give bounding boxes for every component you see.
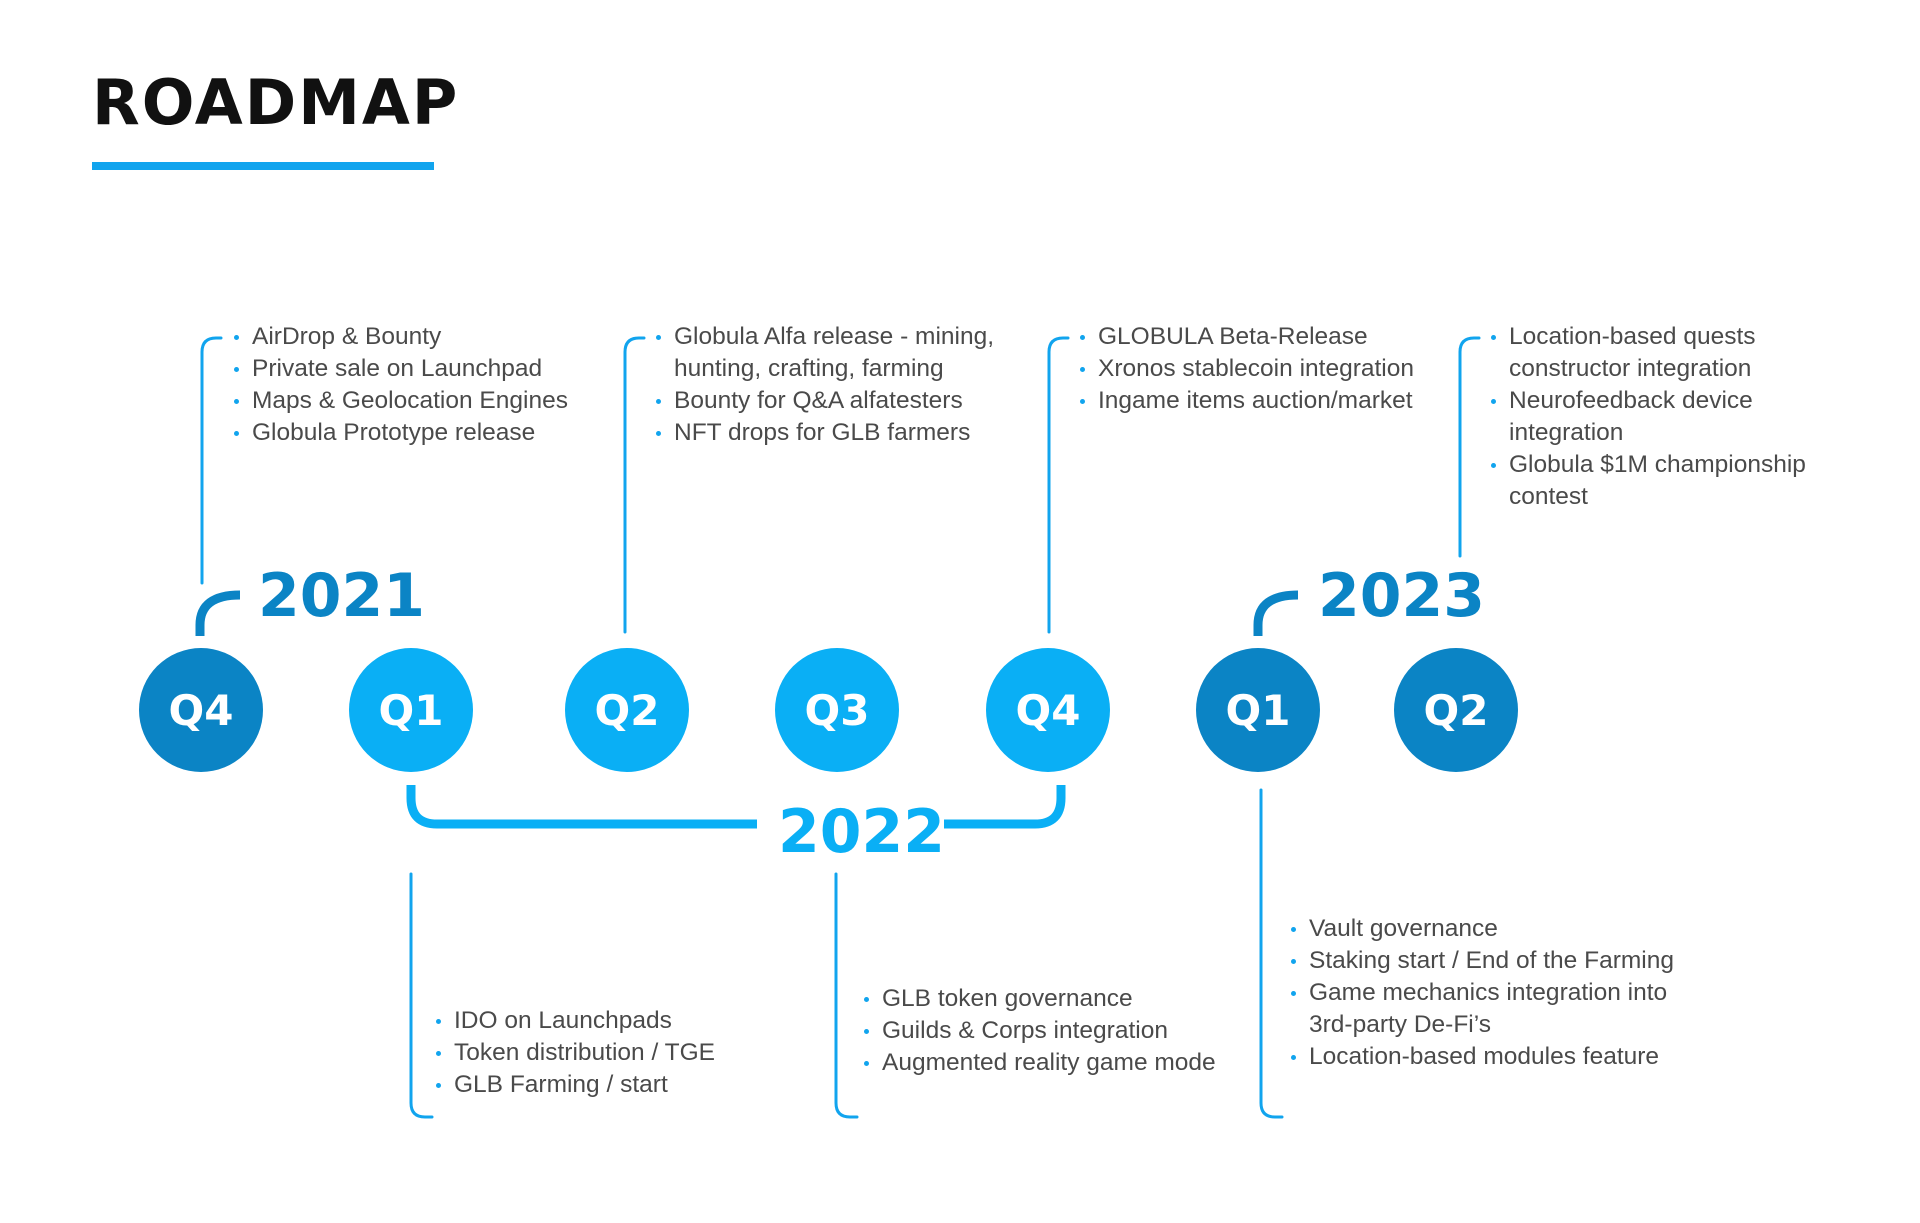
- milestone-item: Location-based quests constructor integr…: [1491, 321, 1861, 385]
- milestone-item: Guilds & Corps integration: [864, 1015, 1224, 1047]
- quarter-circle-q3-2022: Q3: [775, 648, 899, 772]
- quarter-circle-q1-2023: Q1: [1196, 648, 1320, 772]
- milestone-list-q3-2022: GLB token governance Guilds & Corps inte…: [864, 983, 1224, 1079]
- milestone-list-q1-2022: IDO on Launchpads Token distribution / T…: [436, 1005, 816, 1101]
- year-label-2023: 2023: [1318, 561, 1485, 631]
- connector-q4-2022: [1047, 336, 1070, 634]
- milestone-item: IDO on Launchpads: [436, 1005, 816, 1037]
- milestone-item: Maps & Geolocation Engines: [234, 385, 614, 417]
- milestone-item: Bounty for Q&A alfatesters: [656, 385, 1036, 417]
- year-bracket-2022-left: [406, 785, 757, 829]
- year-label-2022: 2022: [778, 797, 945, 867]
- connector-q1-2022: [409, 872, 434, 1119]
- connector-q2-2023: [1458, 336, 1481, 558]
- milestone-item: Staking start / End of the Farming: [1291, 945, 1691, 977]
- milestone-list-q4-2022: GLOBULA Beta-Release Xronos stablecoin i…: [1080, 321, 1460, 417]
- milestone-list-q2-2023: Location-based quests constructor integr…: [1491, 321, 1861, 513]
- milestone-list-q2-2022: Globula Alfa release - mining, hunting, …: [656, 321, 1036, 449]
- milestone-item: Globula Prototype release: [234, 417, 614, 449]
- milestone-item: AirDrop & Bounty: [234, 321, 614, 353]
- milestone-item: GLB token governance: [864, 983, 1224, 1015]
- connector-q1-2023: [1259, 788, 1284, 1119]
- milestone-item: Neurofeedback device integration: [1491, 385, 1861, 449]
- milestone-list-q4-2021: AirDrop & Bounty Private sale on Launchp…: [234, 321, 614, 449]
- milestone-item: Globula $1M championship contest: [1491, 449, 1861, 513]
- milestone-item: Location-based modules feature: [1291, 1041, 1691, 1073]
- quarter-circle-q4-2021: Q4: [139, 648, 263, 772]
- connector-q4-2021: [200, 336, 223, 585]
- quarter-circle-q2-2023: Q2: [1394, 648, 1518, 772]
- milestone-item: Vault governance: [1291, 913, 1691, 945]
- milestone-item: Xronos stablecoin integration: [1080, 353, 1460, 385]
- milestone-item: Globula Alfa release - mining, hunting, …: [656, 321, 1036, 385]
- connector-q3-2022: [834, 872, 859, 1119]
- year-label-2021: 2021: [258, 561, 425, 631]
- milestone-item: Ingame items auction/market: [1080, 385, 1460, 417]
- year-bracket-2022-right: [944, 785, 1066, 829]
- milestone-item: Game mechanics integration into 3rd-part…: [1291, 977, 1691, 1041]
- milestone-list-q1-2023: Vault governance Staking start / End of …: [1291, 913, 1691, 1073]
- quarter-circle-q2-2022: Q2: [565, 648, 689, 772]
- connector-q2-2022: [623, 336, 646, 634]
- milestone-item: GLOBULA Beta-Release: [1080, 321, 1460, 353]
- milestone-item: Augmented reality game mode: [864, 1047, 1224, 1079]
- milestone-item: NFT drops for GLB farmers: [656, 417, 1036, 449]
- milestone-item: GLB Farming / start: [436, 1069, 816, 1101]
- year-bracket-2021: [195, 590, 241, 636]
- page-title: ROADMAP: [92, 66, 460, 139]
- quarter-circle-q4-2022: Q4: [986, 648, 1110, 772]
- year-bracket-2023: [1253, 590, 1299, 636]
- milestone-item: Token distribution / TGE: [436, 1037, 816, 1069]
- title-underline: [92, 162, 434, 170]
- quarter-circle-q1-2022: Q1: [349, 648, 473, 772]
- milestone-item: Private sale on Launchpad: [234, 353, 614, 385]
